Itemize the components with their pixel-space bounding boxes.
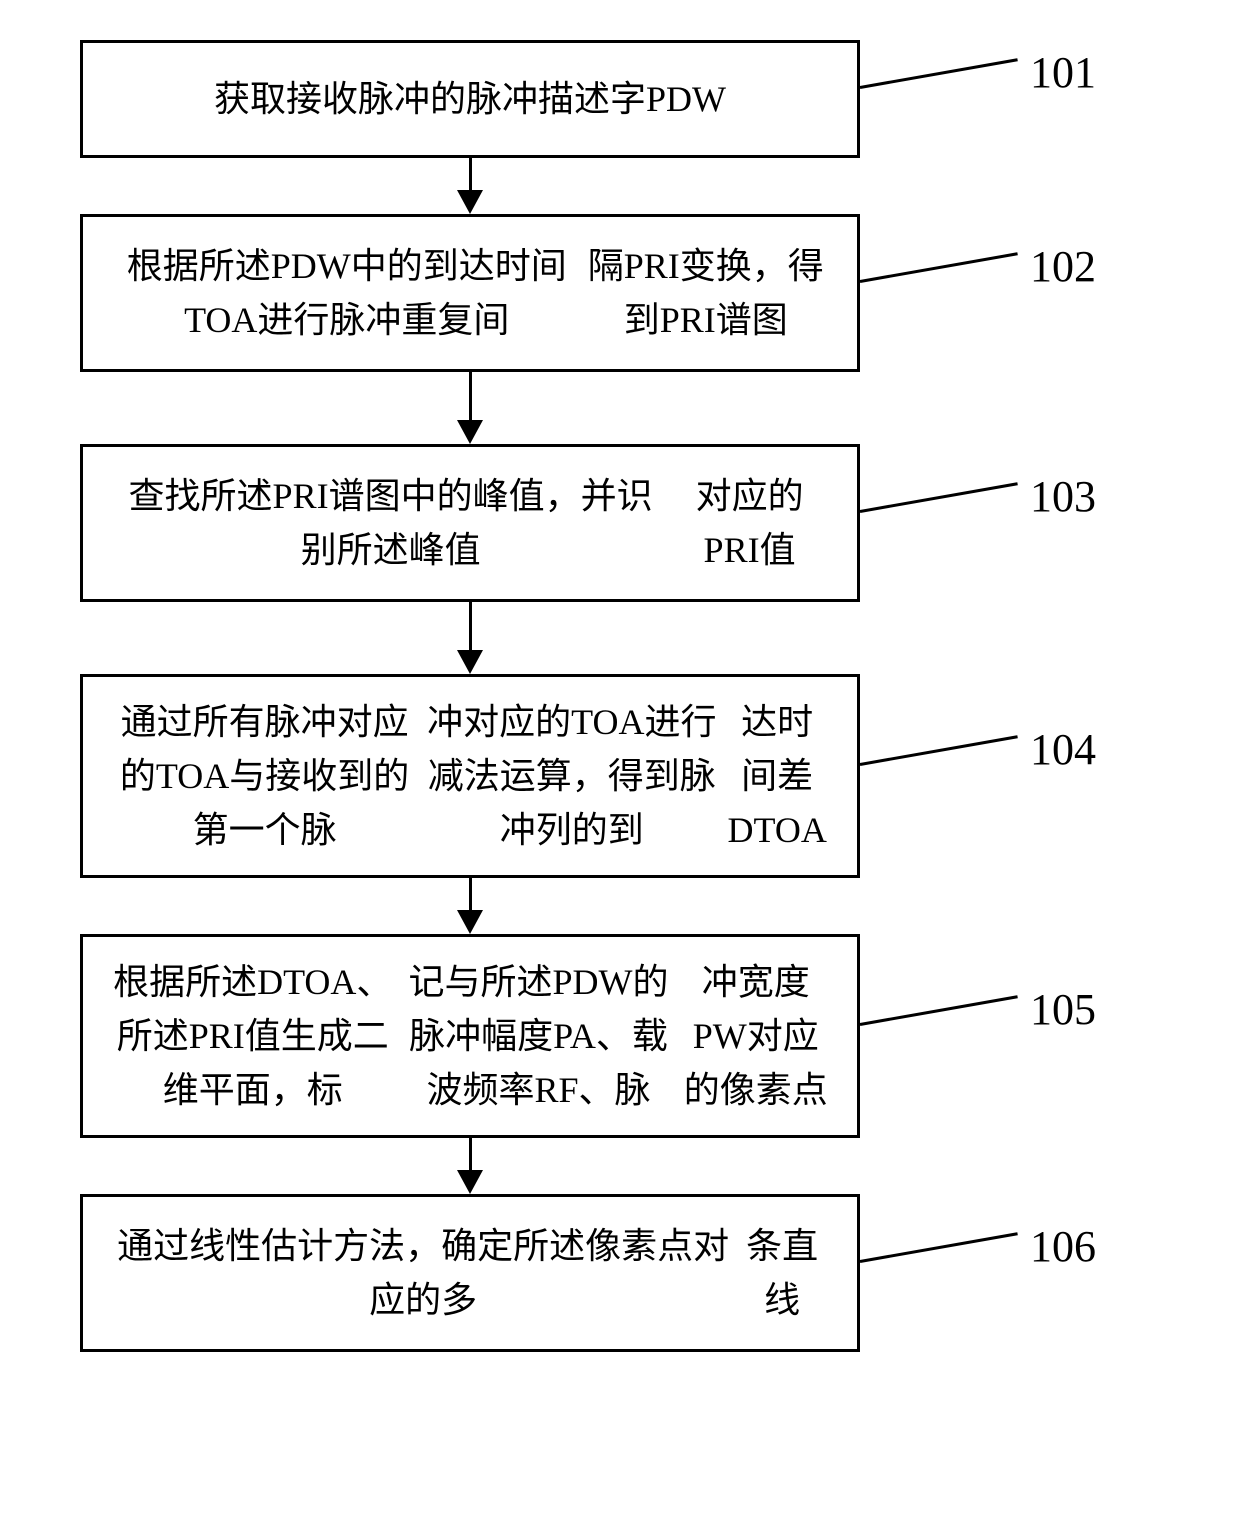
step-label: 101 <box>1020 51 1096 95</box>
step-box: 通过所有脉冲对应的TOA与接收到的第一个脉冲对应的TOA进行减法运算，得到脉冲列… <box>80 674 860 878</box>
arrow-head-icon <box>457 910 483 934</box>
step-label: 103 <box>1020 475 1096 519</box>
step-103: 查找所述PRI谱图中的峰值，并识别所述峰值对应的PRI值 103 <box>80 444 1160 602</box>
step-text-line: 冲宽度PW对应的像素点 <box>682 955 829 1117</box>
leader-line <box>860 995 1018 1026</box>
arrow-down <box>80 1138 860 1194</box>
step-text-line: 冲对应的TOA进行减法运算，得到脉冲列的到 <box>418 695 725 857</box>
leader-line <box>860 58 1018 89</box>
arrow-shaft <box>469 1138 472 1172</box>
leader-line <box>860 482 1018 513</box>
step-text-line: 根据所述PDW中的到达时间TOA进行脉冲重复间 <box>111 239 583 347</box>
step-text-line: 通过线性估计方法，确定所述像素点对应的多 <box>111 1219 735 1327</box>
step-text-line: 条直线 <box>735 1219 829 1327</box>
step-text-line: 对应的PRI值 <box>670 469 829 577</box>
step-text-line: 记与所述PDW的脉冲幅度PA、载波频率RF、脉 <box>395 955 683 1117</box>
arrow-shaft <box>469 602 472 652</box>
arrow-down-icon <box>457 602 483 674</box>
step-box: 根据所述DTOA、所述PRI值生成二维平面，标记与所述PDW的脉冲幅度PA、载波… <box>80 934 860 1138</box>
step-label: 106 <box>1020 1225 1096 1269</box>
step-box: 通过线性估计方法，确定所述像素点对应的多条直线 <box>80 1194 860 1352</box>
arrow-head-icon <box>457 1170 483 1194</box>
step-105: 根据所述DTOA、所述PRI值生成二维平面，标记与所述PDW的脉冲幅度PA、载波… <box>80 934 1160 1138</box>
leader-line <box>860 252 1018 283</box>
arrow-head-icon <box>457 420 483 444</box>
arrow-shaft <box>469 158 472 192</box>
step-text-line: 获取接收脉冲的脉冲描述字PDW <box>214 72 726 126</box>
step-text-line: 根据所述DTOA、所述PRI值生成二维平面，标 <box>111 955 395 1117</box>
arrow-head-icon <box>457 650 483 674</box>
step-label: 104 <box>1020 728 1096 772</box>
arrow-down <box>80 158 860 214</box>
flowchart-container: 获取接收脉冲的脉冲描述字PDW 101 根据所述PDW中的到达时间TOA进行脉冲重复… <box>80 40 1160 1352</box>
arrow-down <box>80 878 860 934</box>
step-101: 获取接收脉冲的脉冲描述字PDW 101 <box>80 40 1160 158</box>
step-label: 102 <box>1020 245 1096 289</box>
arrow-down-icon <box>457 1138 483 1194</box>
step-text-line: 隔PRI变换，得到PRI谱图 <box>583 239 829 347</box>
arrow-down-icon <box>457 158 483 214</box>
arrow-shaft <box>469 878 472 912</box>
step-text-line: 查找所述PRI谱图中的峰值，并识别所述峰值 <box>111 469 670 577</box>
step-106: 通过线性估计方法，确定所述像素点对应的多条直线 106 <box>80 1194 1160 1352</box>
leader-line <box>860 1232 1018 1263</box>
step-104: 通过所有脉冲对应的TOA与接收到的第一个脉冲对应的TOA进行减法运算，得到脉冲列… <box>80 674 1160 878</box>
step-box: 根据所述PDW中的到达时间TOA进行脉冲重复间隔PRI变换，得到PRI谱图 <box>80 214 860 372</box>
step-box: 获取接收脉冲的脉冲描述字PDW <box>80 40 860 158</box>
step-text-line: 达时间差DTOA <box>725 695 829 857</box>
step-102: 根据所述PDW中的到达时间TOA进行脉冲重复间隔PRI变换，得到PRI谱图 102 <box>80 214 1160 372</box>
arrow-down-icon <box>457 372 483 444</box>
arrow-down <box>80 372 860 444</box>
arrow-head-icon <box>457 190 483 214</box>
step-text-line: 通过所有脉冲对应的TOA与接收到的第一个脉 <box>111 695 418 857</box>
arrow-down-icon <box>457 878 483 934</box>
leader-line <box>860 735 1018 766</box>
arrow-down <box>80 602 860 674</box>
step-box: 查找所述PRI谱图中的峰值，并识别所述峰值对应的PRI值 <box>80 444 860 602</box>
step-label: 105 <box>1020 988 1096 1032</box>
arrow-shaft <box>469 372 472 422</box>
